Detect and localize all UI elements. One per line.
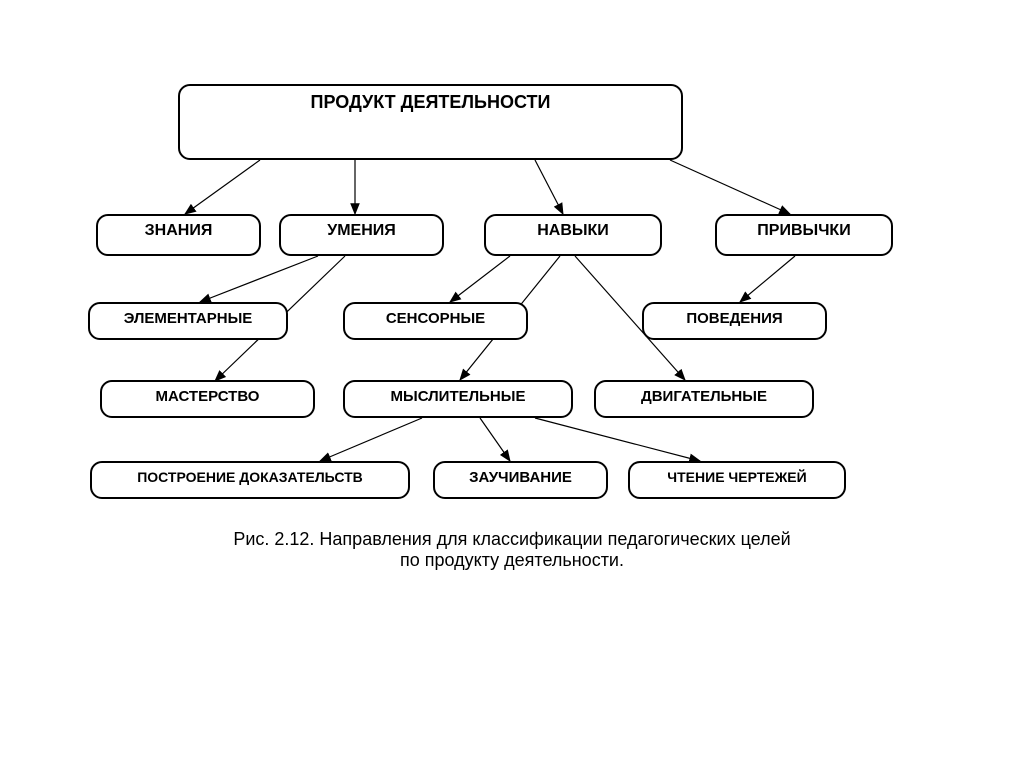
node-l4_2: МЫСЛИТЕЛЬНЫЕ [343,380,573,418]
figure-caption: Рис. 2.12. Направления для классификации… [0,529,1024,571]
node-l2_4: ПРИВЫЧКИ [715,214,893,256]
node-l2_2: УМЕНИЯ [279,214,444,256]
node-l3_2: СЕНСОРНЫЕ [343,302,528,340]
node-l4_3: ДВИГАТЕЛЬНЫЕ [594,380,814,418]
caption-line-1: Рис. 2.12. Направления для классификации… [0,529,1024,550]
node-l5_3: ЧТЕНИЕ ЧЕРТЕЖЕЙ [628,461,846,499]
node-l2_3: НАВЫКИ [484,214,662,256]
caption-line-2: по продукту деятельности. [0,550,1024,571]
node-l4_1: МАСТЕРСТВО [100,380,315,418]
node-l2_1: ЗНАНИЯ [96,214,261,256]
node-l5_1: ПОСТРОЕНИЕ ДОКАЗАТЕЛЬСТВ [90,461,410,499]
node-l3_3: ПОВЕДЕНИЯ [642,302,827,340]
node-l5_2: ЗАУЧИВАНИЕ [433,461,608,499]
node-l3_1: ЭЛЕМЕНТАРНЫЕ [88,302,288,340]
node-root: ПРОДУКТ ДЕЯТЕЛЬНОСТИ [178,84,683,160]
